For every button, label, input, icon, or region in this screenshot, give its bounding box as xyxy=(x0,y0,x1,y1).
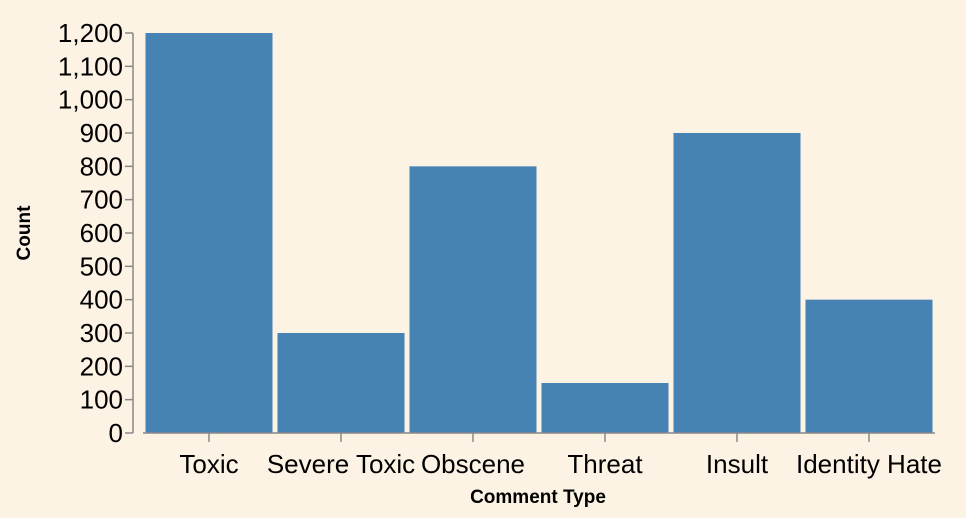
y-tick-label: 1,000 xyxy=(58,85,123,115)
bar-threat xyxy=(541,383,669,433)
bar-insult xyxy=(673,133,801,433)
x-axis: Toxic Severe Toxic Obscene Threat Insult Iden… xyxy=(143,432,942,479)
y-tick-label: 400 xyxy=(80,285,123,315)
bar-toxic xyxy=(145,33,273,433)
y-tick-label: 0 xyxy=(109,418,123,448)
y-tick-label: 200 xyxy=(80,351,123,381)
x-tick-label: Severe Toxic xyxy=(267,449,415,479)
y-tick-label: 800 xyxy=(80,151,123,181)
x-tick-label: Toxic xyxy=(179,449,238,479)
x-tick-label: Threat xyxy=(567,449,643,479)
y-axis-title: Count xyxy=(14,205,35,261)
bar-severe-toxic xyxy=(277,333,405,433)
x-tick-label: Obscene xyxy=(421,449,525,479)
y-tick-label: 500 xyxy=(80,251,123,281)
y-tick-label: 1,100 xyxy=(58,51,123,81)
bar-obscene xyxy=(409,166,537,434)
bar-identity-hate xyxy=(805,299,933,433)
y-tick-label: 1,200 xyxy=(58,18,123,48)
x-tick-label: Insult xyxy=(706,449,769,479)
bars xyxy=(145,33,933,434)
x-axis-title: Comment Type xyxy=(470,487,606,508)
y-tick-label: 900 xyxy=(80,118,123,148)
y-tick-label: 700 xyxy=(80,185,123,215)
x-tick-label: Identity Hate xyxy=(796,449,942,479)
y-tick-label: 300 xyxy=(80,318,123,348)
y-tick-label: 600 xyxy=(80,218,123,248)
y-tick-label: 100 xyxy=(80,385,123,415)
